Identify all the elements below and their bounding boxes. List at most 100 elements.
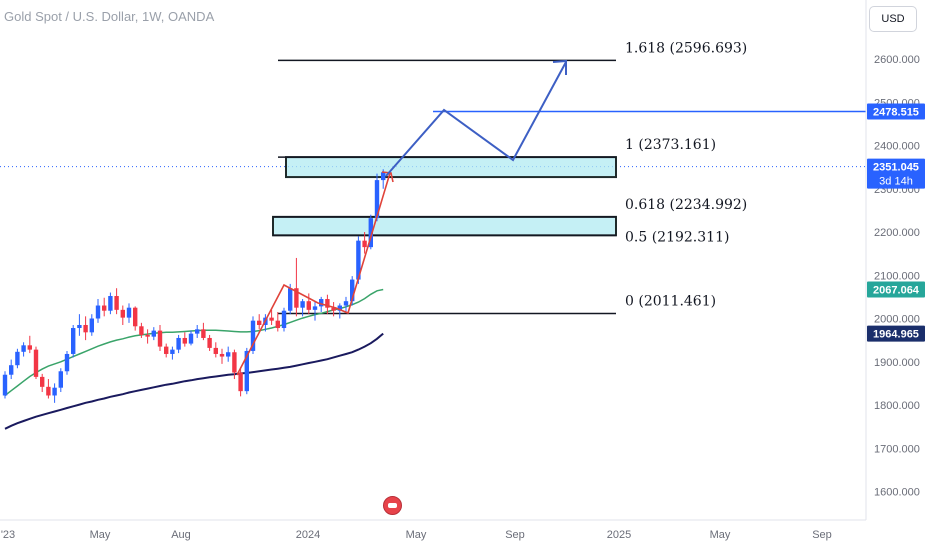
candle-body	[188, 333, 194, 344]
candle-body	[213, 347, 218, 354]
candle-body	[350, 279, 355, 302]
price-label-box	[867, 325, 925, 342]
drawings[interactable]	[236, 59, 866, 376]
price-label-box	[867, 281, 925, 298]
candle-body	[170, 349, 175, 354]
candle-body	[126, 307, 132, 318]
price-tick-label: 2600.000	[874, 54, 920, 66]
candle-body	[145, 334, 150, 337]
candles	[2, 169, 386, 403]
candle-body	[300, 301, 305, 308]
candle-body	[46, 386, 51, 396]
candle-body	[95, 305, 101, 319]
candle-body	[89, 318, 94, 333]
candle-body	[71, 328, 76, 354]
projection-arrowhead	[552, 59, 567, 75]
fib-level-label: 0 (2011.461)	[625, 294, 716, 310]
time-tick-label: May	[90, 529, 111, 541]
candle-body	[102, 305, 107, 311]
candle-body	[312, 306, 318, 310]
candle-body	[362, 240, 367, 248]
time-tick-label: May	[406, 529, 427, 541]
price-tick-label: 1600.000	[874, 487, 920, 499]
candle-body	[114, 296, 119, 310]
fib-level-label: 0.5 (2192.311)	[625, 229, 729, 245]
candle-body	[337, 305, 342, 311]
candle-body	[195, 329, 200, 334]
candle-body	[207, 337, 212, 348]
fib-level-label: 0.618 (2234.992)	[625, 197, 747, 213]
candle-body	[157, 330, 163, 347]
candle-body	[294, 288, 299, 308]
candle-body	[319, 299, 324, 307]
candle-body	[343, 301, 349, 306]
candle-body	[374, 180, 380, 219]
price-tick-label: 1700.000	[874, 443, 920, 455]
candle-body	[226, 352, 231, 357]
time-tick-label: Sep	[505, 529, 525, 541]
candle-body	[2, 374, 8, 396]
candle-body	[201, 329, 206, 338]
candle-body	[83, 324, 88, 333]
fib-zones[interactable]	[272, 156, 617, 237]
candle-body	[269, 317, 274, 321]
candle-body	[232, 352, 237, 373]
price-label-text: 2478.515	[873, 107, 919, 119]
price-tick-label: 2000.000	[874, 314, 920, 326]
price-label-box	[867, 158, 925, 189]
candle-body	[21, 345, 26, 352]
candle-body	[64, 353, 70, 372]
candle-body	[325, 299, 330, 308]
tradingview-logo-icon[interactable]	[383, 496, 402, 515]
candle-body	[381, 172, 386, 181]
countdown-label-text: 3d 14h	[879, 176, 913, 188]
candle-body	[275, 320, 280, 329]
candle-body	[306, 301, 311, 310]
fib-level-label: 1 (2373.161)	[625, 137, 716, 153]
candle-body	[368, 218, 373, 248]
candle-body	[33, 349, 39, 377]
price-axis[interactable]: 1600.000 1700.000 1800.000 1900.000 2000.000…	[865, 0, 925, 520]
candle-body	[151, 330, 156, 337]
candle-body	[238, 372, 243, 392]
candle-body	[108, 296, 113, 311]
price-label-text: 1964.965	[873, 329, 919, 341]
candle-body	[176, 337, 181, 350]
moving-average-line	[4, 332, 384, 430]
candle-body	[133, 307, 138, 327]
price-tick-label: 2200.000	[874, 227, 920, 239]
candle-body	[219, 353, 225, 357]
zigzag-arrowhead	[381, 171, 394, 183]
candle-body	[331, 307, 336, 311]
zigzag-path[interactable]	[236, 172, 391, 376]
time-tick-label: 2024	[296, 529, 320, 541]
symbol-title: Gold Spot / U.S. Dollar, 1W, OANDA	[4, 9, 215, 24]
fib-zone-0618-05[interactable]	[272, 215, 617, 237]
price-label-text: 2067.064	[873, 284, 920, 296]
candle-body	[182, 337, 187, 344]
time-axis[interactable]: '23 May Aug 2024 May Sep 2025 May Sep	[0, 519, 866, 541]
fib-zone-1[interactable]	[285, 156, 617, 179]
candle-body	[40, 376, 45, 387]
time-tick-label: 2025	[607, 529, 631, 541]
candle-body	[244, 350, 249, 392]
currency-button[interactable]: USD	[869, 6, 917, 32]
moving-averages	[4, 288, 384, 430]
price-tick-label: 1900.000	[874, 357, 920, 369]
candle-body	[288, 288, 293, 311]
fibonacci-levels[interactable]: 1.618 (2596.693) 1 (2373.161) 0.618 (2234.…	[273, 40, 747, 315]
candle-body	[164, 346, 169, 354]
candle-body	[257, 320, 262, 325]
candle-body	[120, 309, 125, 318]
time-tick-label: '23	[1, 529, 15, 541]
candle-body	[52, 387, 57, 396]
price-tick-label: 2100.000	[874, 270, 920, 282]
candle-body	[139, 326, 144, 335]
candle-body	[356, 240, 361, 280]
candle-body	[77, 324, 82, 329]
projection-path[interactable]	[385, 61, 567, 177]
price-tick-label: 2400.000	[874, 141, 920, 153]
candle-body	[281, 310, 287, 329]
candle-body	[58, 371, 63, 388]
